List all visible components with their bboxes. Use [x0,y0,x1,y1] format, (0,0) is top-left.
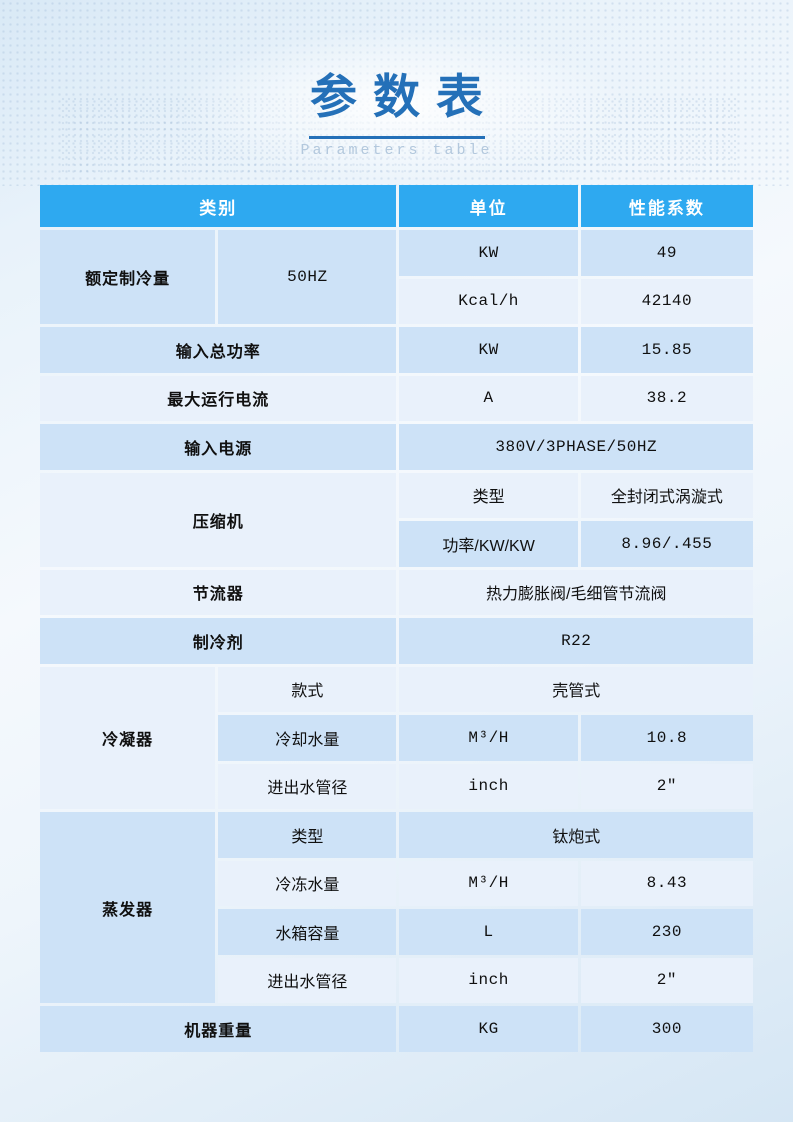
table-row: 输入总功率 KW 15.85 [40,327,753,373]
page-title: 参数表 [310,70,499,125]
max-running-current-unit-cell: A [399,375,578,421]
rated-cooling-capacity-label: 额定制冷量 [40,230,216,324]
compressor-type-value-cell: 全封闭式涡漩式 [580,472,753,518]
condenser-style-value-cell: 壳管式 [399,666,753,712]
compressor-power-value-cell: 8.96/.455 [580,521,753,567]
header-row: 类别 单位 性能系数 [40,185,753,227]
rated-cooling-kcal-value-cell: 42140 [580,278,753,324]
page-subtitle: Parameters table [300,142,493,159]
table-row: 最大运行电流 A 38.2 [40,375,753,421]
water-tank-capacity-label-cell: 水箱容量 [218,909,397,955]
machine-weight-label: 机器重量 [40,1006,397,1052]
table-row: 冷冻水量 M³/H 8.43 [40,860,753,906]
input-power-supply-value-cell: 380V/3PHASE/50HZ [399,424,753,470]
refrigerant-value-cell: R22 [399,618,753,664]
total-input-power-label: 输入总功率 [40,327,397,373]
max-running-current-label: 最大运行电流 [40,375,397,421]
table-row: 进出水管径 inch 2″ [40,763,753,809]
machine-weight-value-cell: 300 [580,1006,753,1052]
table-row: 节流器 热力膨胀阀/毛细管节流阀 [40,569,753,615]
compressor-label: 压缩机 [40,472,397,567]
title-underline [308,136,485,139]
table-row: 冷凝器 款式 壳管式 [40,666,753,809]
condenser-pipe-diameter-unit-cell: inch [399,763,578,809]
refrigerant-label: 制冷剂 [40,618,397,664]
chilled-water-flow-unit-cell: M³/H [399,860,578,906]
input-power-supply-label: 输入电源 [40,424,397,470]
evaporator-pipe-diameter-label-cell: 进出水管径 [218,957,397,1003]
throttle-label: 节流器 [40,569,397,615]
water-tank-capacity-unit-cell: L [399,909,578,955]
table-row: 蒸发器 类型 钛炮式 [40,812,753,1003]
table-row: Kcal/h 42140 [40,278,753,324]
throttle-value-cell: 热力膨胀阀/毛细管节流阀 [399,569,753,615]
rated-cooling-kcal-unit-cell: Kcal/h [399,278,578,324]
table-row: 压缩机 类型 全封闭式涡漩式 [40,472,753,567]
condenser-pipe-diameter-value-cell: 2″ [580,763,753,809]
water-tank-capacity-value-cell: 230 [580,909,753,955]
evaporator-pipe-diameter-value-cell: 2″ [580,957,753,1003]
total-input-power-unit-cell: KW [399,327,578,373]
condenser-pipe-diameter-label-cell: 进出水管径 [218,763,397,809]
parameters-table: 类别 单位 性能系数 额定制冷量 50HZ KW 49 Kcal/h 42140… [37,182,756,1055]
evaporator-label: 蒸发器 [40,812,216,1003]
table-row: 水箱容量 L 230 [40,909,753,955]
machine-weight-unit-cell: KG [399,1006,578,1052]
table-row: 额定制冷量 50HZ KW 49 [40,230,753,324]
header-unit: 单位 [399,185,578,227]
compressor-power-label-cell: 功率/KW/KW [399,521,578,567]
cooling-water-flow-unit-cell: M³/H [399,715,578,761]
table-row: 机器重量 KG 300 [40,1006,753,1052]
title-background-glow [180,30,620,180]
rated-cooling-kw-value-cell: 49 [580,230,753,276]
rated-cooling-kw-unit-cell: KW [399,230,578,276]
table-row: 进出水管径 inch 2″ [40,957,753,1003]
chilled-water-flow-label-cell: 冷冻水量 [218,860,397,906]
evaporator-pipe-diameter-unit-cell: inch [399,957,578,1003]
condenser-label: 冷凝器 [40,666,216,809]
evaporator-type-value-cell: 钛炮式 [399,812,753,858]
chilled-water-flow-value-cell: 8.43 [580,860,753,906]
table-row: 功率/KW/KW 8.96/.455 [40,521,753,567]
condenser-style-label-cell: 款式 [218,666,397,712]
cooling-water-flow-value-cell: 10.8 [580,715,753,761]
total-input-power-value-cell: 15.85 [580,327,753,373]
compressor-type-label-cell: 类型 [399,472,578,518]
cooling-water-flow-label-cell: 冷却水量 [218,715,397,761]
evaporator-type-label-cell: 类型 [218,812,397,858]
header-category: 类别 [40,185,397,227]
header-performance: 性能系数 [580,185,753,227]
table-row: 冷却水量 M³/H 10.8 [40,715,753,761]
max-running-current-value-cell: 38.2 [580,375,753,421]
table-row: 制冷剂 R22 [40,618,753,664]
table-row: 输入电源 380V/3PHASE/50HZ [40,424,753,470]
rated-cooling-frequency-cell: 50HZ [218,230,397,324]
